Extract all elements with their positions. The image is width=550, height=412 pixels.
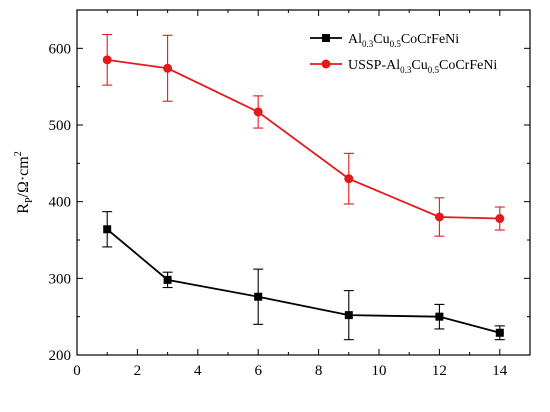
series-1-line — [107, 58, 500, 220]
y-tick-label: 400 — [49, 195, 72, 211]
series-0-point — [495, 328, 504, 337]
legend-label-text: CoCrFeNi — [401, 32, 459, 47]
x-tick-label: 2 — [134, 363, 142, 379]
series-0-line — [106, 228, 501, 334]
x-tick-label: 8 — [315, 363, 323, 379]
series-0-point — [163, 275, 172, 284]
legend-label-text: CoCrFeNi — [439, 58, 497, 73]
legend-label-subscript: 0.3 — [362, 39, 374, 49]
legend-0-marker — [322, 34, 330, 42]
x-tick-label: 14 — [492, 363, 508, 379]
x-tick-label: 0 — [73, 363, 81, 379]
y-axis-title-rest: /Ω·cm — [15, 156, 32, 198]
x-tick-label: 6 — [254, 363, 262, 379]
legend-label-subscript: 0.5 — [428, 65, 440, 75]
plot-frame — [76, 9, 531, 356]
x-tick-label: 10 — [372, 363, 387, 379]
legend-label-subscript: 0.5 — [390, 39, 402, 49]
y-tick-label: 200 — [49, 348, 72, 364]
series-1-point — [344, 174, 354, 184]
legend-1-label: USSP-Al0.3Cu0.5CoCrFeNi — [348, 58, 497, 75]
legend-0-label: Al0.3Cu0.5CoCrFeNi — [348, 32, 459, 49]
legend-label-text: Al — [348, 32, 362, 47]
legend-label-text: Cu — [411, 58, 427, 73]
x-tick-label: 4 — [194, 363, 202, 379]
x-tick-label: 12 — [432, 363, 447, 379]
y-tick-label: 300 — [49, 271, 72, 287]
series-1-point — [434, 212, 444, 222]
legend-1-marker — [321, 59, 331, 69]
series-1-point — [102, 55, 112, 65]
legend-label-text: Cu — [373, 32, 389, 47]
series-0-point — [344, 311, 353, 320]
legend-label-text: USSP-Al — [348, 58, 400, 73]
y-axis-title-sub: P — [24, 197, 35, 203]
series-1-point — [163, 63, 173, 73]
series-1-point — [253, 107, 263, 117]
y-axis-title: RP/Ω·cm2 — [13, 151, 35, 213]
legend-label-subscript: 0.3 — [400, 65, 412, 75]
series-0-point — [435, 312, 444, 321]
series-0-point — [103, 225, 112, 234]
y-tick-label: 600 — [49, 41, 72, 57]
series-1-point — [495, 214, 505, 224]
y-tick-label: 500 — [49, 118, 72, 134]
y-axis-title-sup: 2 — [13, 151, 24, 156]
y-axis-title-base: R — [15, 203, 32, 214]
series-0-point — [254, 292, 263, 301]
